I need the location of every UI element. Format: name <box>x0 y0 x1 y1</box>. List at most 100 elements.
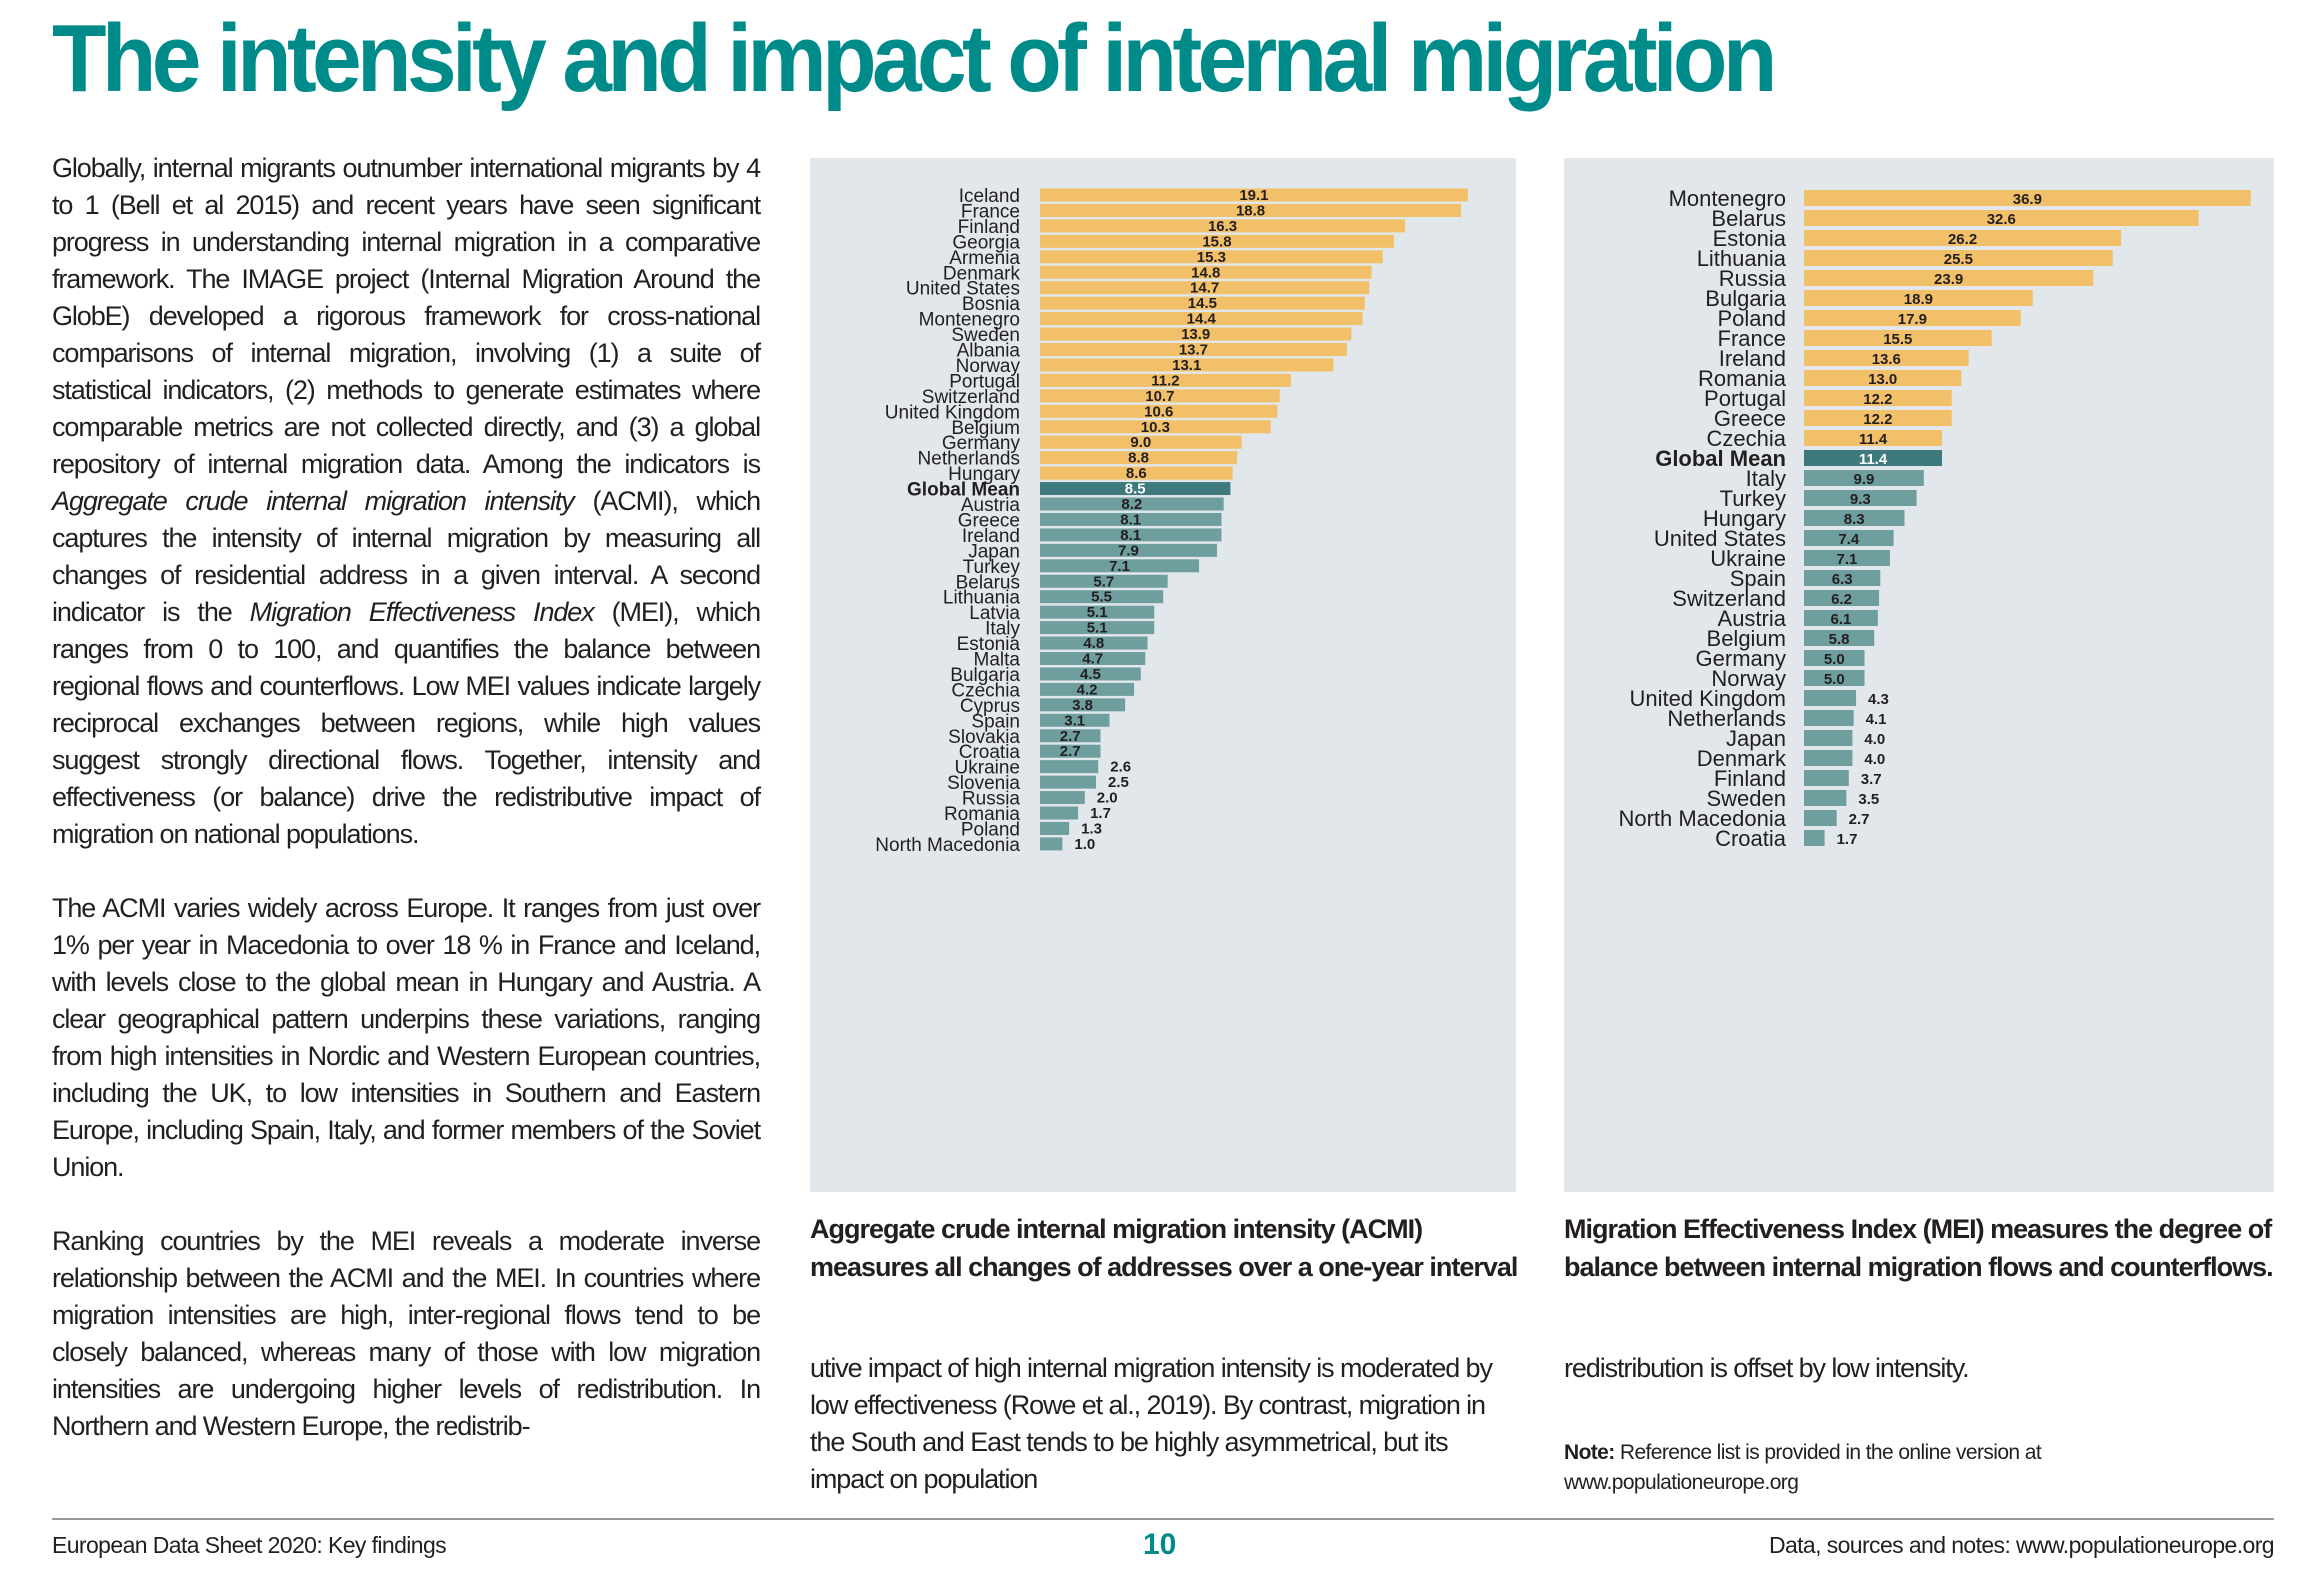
value-label: 5.8 <box>1829 631 1850 648</box>
bar <box>1804 530 1894 546</box>
value-label: 8.5 <box>1125 481 1146 498</box>
value-label: 5.5 <box>1091 589 1112 606</box>
right-column-paragraph: redistribution is offset by low intensit… <box>1564 1353 1970 1383</box>
category-label: Hungary <box>1703 506 1786 531</box>
bar <box>1040 451 1238 465</box>
bar <box>1804 650 1865 666</box>
category-label: Portugal <box>949 371 1020 392</box>
bar <box>1040 219 1406 233</box>
category-label: Ukraine <box>1710 546 1786 571</box>
value-label: 4.0 <box>1864 751 1885 768</box>
value-label: 4.2 <box>1077 681 1098 698</box>
reference-note: Note: Reference list is provided in the … <box>1564 1438 2274 1498</box>
bar <box>1040 806 1079 820</box>
bar <box>1040 435 1242 449</box>
bar <box>1804 490 1917 506</box>
global-mean-bar <box>1040 482 1231 496</box>
category-label: Czechia <box>1707 426 1787 451</box>
value-label: 15.5 <box>1883 331 1912 348</box>
body-text-middle-column: utive impact of high internal migration … <box>810 1350 1516 1498</box>
category-label: Turkey <box>1720 486 1786 511</box>
bar <box>1804 710 1854 726</box>
value-label: 23.9 <box>1934 271 1963 288</box>
category-label: Latvia <box>969 603 1020 624</box>
value-label: 4.8 <box>1083 635 1104 652</box>
bar <box>1040 698 1126 712</box>
value-label: 3.5 <box>1858 791 1879 808</box>
middle-column-paragraph: utive impact of high internal migration … <box>810 1353 1493 1494</box>
value-label: 15.8 <box>1202 233 1231 250</box>
value-label: 9.9 <box>1853 471 1874 488</box>
bar <box>1804 190 2251 206</box>
value-label: 4.3 <box>1868 691 1889 708</box>
italic-term: Aggregate crude internal migration inten… <box>52 486 575 516</box>
value-label: 2.7 <box>1060 728 1081 745</box>
category-label: Ireland <box>1719 346 1786 371</box>
value-label: 14.4 <box>1187 311 1217 328</box>
bar <box>1804 570 1881 586</box>
category-label: United States <box>906 279 1020 300</box>
bar <box>1040 760 1099 774</box>
value-label: 6.1 <box>1830 611 1851 628</box>
body-paragraph: Globally, internal migrants outnumber in… <box>52 150 761 853</box>
bar <box>1804 810 1837 826</box>
value-label: 26.2 <box>1948 231 1977 248</box>
value-label: 6.2 <box>1831 591 1852 608</box>
value-label: 4.7 <box>1082 651 1103 668</box>
category-label: United Kingdom <box>885 402 1020 423</box>
value-label: 7.9 <box>1118 542 1139 559</box>
bar <box>1040 203 1462 217</box>
acmi-chart-panel: Iceland 19.1 France 18.8 Finland 16.3 Georgia 1… <box>810 158 1516 1192</box>
category-label: Croatia <box>959 742 1021 763</box>
italic-term: Migration Effectiveness Index <box>249 597 595 627</box>
category-label: Global Mean <box>907 480 1020 501</box>
bar <box>1804 210 2199 226</box>
value-label: 9.3 <box>1850 491 1871 508</box>
category-label: United States <box>1654 526 1786 551</box>
bar <box>1040 559 1200 573</box>
bar <box>1040 265 1372 279</box>
bar <box>1804 770 1849 786</box>
value-label: 5.1 <box>1087 620 1108 637</box>
bar <box>1040 281 1370 295</box>
footer-sources-link[interactable]: Data, sources and notes: www.populatione… <box>1768 1532 2275 1558</box>
mei-chart-panel: Montenegro 36.9 Belarus 32.6 Estonia 26.2 Lith… <box>1564 158 2274 1192</box>
value-label: 8.1 <box>1120 527 1141 544</box>
category-label: Estonia <box>1713 226 1787 251</box>
category-label: Germany <box>1696 646 1786 671</box>
note-text: Reference list is provided in the online… <box>1564 1441 2042 1494</box>
mei-bar-chart: Montenegro 36.9 Belarus 32.6 Estonia 26.2 Lith… <box>1618 186 2251 851</box>
bar <box>1040 590 1164 604</box>
bar <box>1804 230 2122 246</box>
acmi-chart-caption: Aggregate crude internal migration inten… <box>810 1214 1518 1282</box>
category-label: Norway <box>956 356 1021 377</box>
bar <box>1804 510 1905 526</box>
bar <box>1040 327 1352 341</box>
category-label: Netherlands <box>1667 706 1786 731</box>
footer-divider <box>52 1518 2274 1520</box>
value-label: 13.6 <box>1872 351 1901 368</box>
value-label: 25.5 <box>1944 251 1973 268</box>
category-label: Italy <box>1746 466 1786 491</box>
value-label: 8.8 <box>1128 450 1149 467</box>
bar <box>1040 744 1101 758</box>
category-label: Netherlands <box>918 449 1020 470</box>
category-label: Portugal <box>1704 386 1786 411</box>
value-label: 2.6 <box>1110 759 1131 776</box>
category-label: Japan <box>968 541 1020 562</box>
bar <box>1804 270 2094 286</box>
category-label: Bulgaria <box>1705 286 1786 311</box>
category-label: Hungary <box>948 464 1020 485</box>
category-label: Switzerland <box>1672 586 1786 611</box>
value-label: 11.2 <box>1151 372 1179 389</box>
value-label: 13.1 <box>1172 357 1201 374</box>
bar <box>1040 373 1291 387</box>
bar <box>1804 550 1890 566</box>
category-label: Estonia <box>957 634 1021 655</box>
text-run: Ranking countries by the MEI reveals a m… <box>52 1226 761 1441</box>
category-label: Germany <box>942 433 1021 454</box>
category-label: Russia <box>962 789 1021 810</box>
text-run: Globally, internal migrants outnumber in… <box>52 153 761 479</box>
category-label: Montenegro <box>919 310 1020 331</box>
category-label: Lithuania <box>1697 246 1787 271</box>
